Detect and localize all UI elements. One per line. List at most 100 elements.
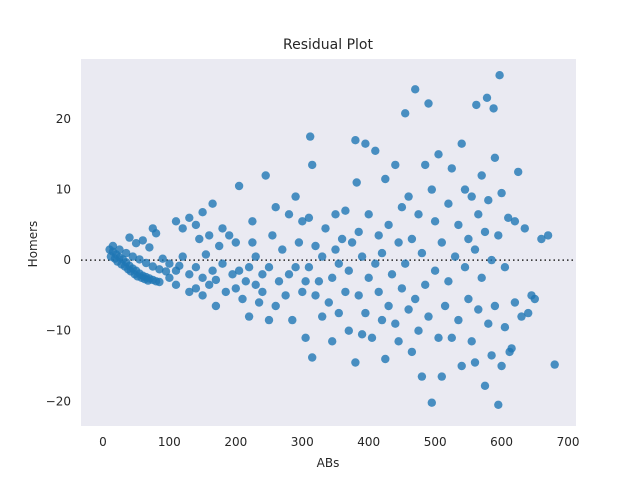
- data-point: [397, 284, 407, 293]
- data-point: [401, 109, 410, 118]
- data-points: [105, 71, 559, 409]
- data-point: [460, 263, 470, 272]
- data-point: [484, 319, 493, 328]
- data-point: [306, 132, 315, 141]
- data-point: [284, 210, 294, 219]
- data-point: [135, 255, 144, 264]
- data-point: [444, 199, 453, 208]
- data-point: [517, 312, 526, 321]
- data-point: [500, 323, 510, 332]
- x-tick-label: 200: [224, 435, 247, 449]
- data-point: [178, 252, 187, 261]
- data-point: [374, 287, 383, 297]
- data-point: [138, 236, 147, 245]
- data-point: [490, 153, 500, 162]
- data-point: [218, 224, 227, 233]
- data-point: [364, 273, 373, 282]
- data-point: [440, 301, 450, 311]
- data-point: [278, 245, 287, 254]
- data-point: [357, 252, 367, 261]
- data-point: [477, 171, 486, 180]
- data-point: [155, 277, 164, 287]
- data-point: [497, 188, 506, 198]
- chart-title: Residual Plot: [283, 37, 373, 53]
- data-point: [361, 308, 370, 318]
- data-point: [507, 344, 516, 353]
- data-point: [434, 333, 443, 342]
- data-point: [208, 266, 217, 275]
- data-point: [487, 255, 496, 265]
- data-point: [407, 234, 417, 244]
- data-point: [314, 277, 324, 286]
- data-point: [175, 261, 184, 270]
- data-point: [244, 263, 254, 272]
- data-point: [251, 252, 260, 261]
- data-point: [374, 231, 383, 240]
- data-point: [128, 252, 137, 261]
- data-point: [122, 248, 131, 258]
- data-point: [281, 291, 290, 300]
- data-point: [291, 263, 300, 272]
- data-point: [447, 333, 456, 342]
- data-point: [328, 337, 337, 346]
- data-point: [510, 217, 520, 226]
- data-point: [430, 217, 440, 226]
- data-point: [494, 400, 503, 409]
- data-point: [351, 136, 360, 145]
- data-point: [361, 139, 370, 148]
- data-point: [351, 358, 360, 367]
- data-point: [208, 199, 217, 208]
- data-point: [472, 100, 481, 110]
- data-point: [298, 287, 307, 297]
- data-point: [344, 266, 353, 275]
- data-point: [234, 181, 244, 191]
- data-point: [318, 252, 327, 261]
- data-point: [221, 287, 230, 297]
- data-point: [318, 312, 327, 321]
- data-point: [404, 192, 413, 201]
- data-point: [311, 241, 320, 251]
- x-tick-label: 700: [557, 435, 580, 449]
- data-point: [211, 275, 221, 285]
- data-point: [195, 234, 204, 244]
- data-point: [354, 227, 363, 237]
- y-axis-ticks: −20 −10 0 10 20: [46, 112, 71, 408]
- y-tick-label: 20: [56, 112, 71, 126]
- data-point: [550, 360, 559, 369]
- data-point: [155, 265, 164, 274]
- data-point: [198, 273, 207, 282]
- x-tick-label: 600: [490, 435, 513, 449]
- data-point: [205, 280, 214, 289]
- data-point: [258, 287, 267, 297]
- data-point: [470, 358, 480, 367]
- data-point: [464, 234, 473, 244]
- data-point: [480, 227, 490, 237]
- data-point: [201, 250, 211, 259]
- data-point: [464, 294, 473, 304]
- data-point: [444, 277, 453, 286]
- data-point: [504, 213, 513, 222]
- data-point: [241, 277, 250, 286]
- x-tick-label: 0: [99, 435, 107, 449]
- data-point: [143, 276, 153, 285]
- data-point: [298, 217, 307, 226]
- data-point: [148, 262, 157, 271]
- data-point: [271, 203, 280, 212]
- data-point: [424, 312, 433, 321]
- data-point: [457, 361, 466, 371]
- data-point: [364, 210, 373, 219]
- data-point: [271, 301, 280, 311]
- data-point: [291, 192, 300, 201]
- data-point: [244, 312, 254, 321]
- data-point: [334, 259, 343, 268]
- data-point: [394, 337, 403, 346]
- data-point: [238, 294, 247, 304]
- data-point: [381, 174, 390, 184]
- data-point: [234, 266, 244, 275]
- data-point: [411, 294, 420, 304]
- data-point: [145, 243, 154, 252]
- data-point: [434, 150, 443, 159]
- data-point: [460, 185, 470, 194]
- data-point: [301, 277, 310, 286]
